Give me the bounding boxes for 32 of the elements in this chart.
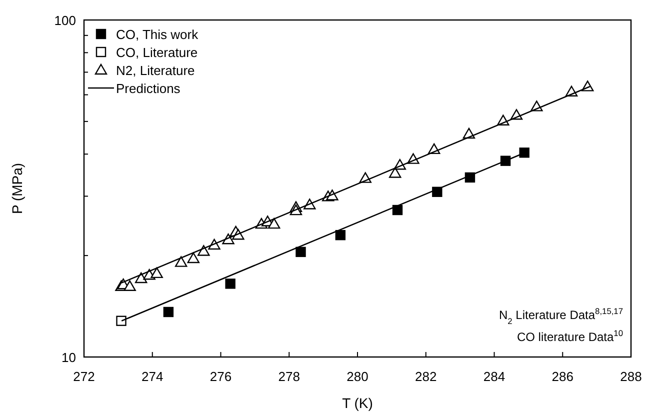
x-tick-label: 272 (73, 369, 95, 384)
y-tick-label: 10 (62, 350, 76, 365)
legend-label: CO, This work (116, 27, 199, 42)
x-tick-label: 286 (552, 369, 574, 384)
point (225, 278, 236, 289)
point (163, 306, 174, 318)
x-tick-label: 280 (346, 369, 368, 384)
point (116, 316, 126, 326)
point (296, 246, 306, 258)
legend-label: N2, Literature (116, 63, 195, 78)
point (268, 218, 280, 229)
x-axis-title: T (K) (342, 395, 373, 411)
legend-label: CO, Literature (116, 45, 198, 60)
y-tick-label: 100 (54, 13, 76, 28)
point (174, 256, 188, 267)
x-tick-label: 278 (278, 369, 300, 384)
x-tick-label: 274 (142, 369, 164, 384)
x-tick-label: 284 (483, 369, 506, 384)
point (389, 167, 402, 178)
x-tick-label: 288 (620, 369, 642, 384)
y-axis-title: P (MPa) (9, 162, 25, 214)
x-tick-label: 276 (210, 369, 232, 384)
x-tick-label: 282 (415, 369, 437, 384)
point (124, 280, 136, 291)
point (150, 267, 163, 278)
legend-label: Predictions (116, 81, 181, 96)
point (335, 230, 346, 240)
annotation: CO literature Data$^{10}$ (516, 328, 624, 344)
annotation: N$_{2}$ Literature Data$^{8,15,17}$ (498, 306, 624, 326)
point (134, 272, 148, 284)
point (519, 148, 530, 158)
point (187, 252, 200, 264)
